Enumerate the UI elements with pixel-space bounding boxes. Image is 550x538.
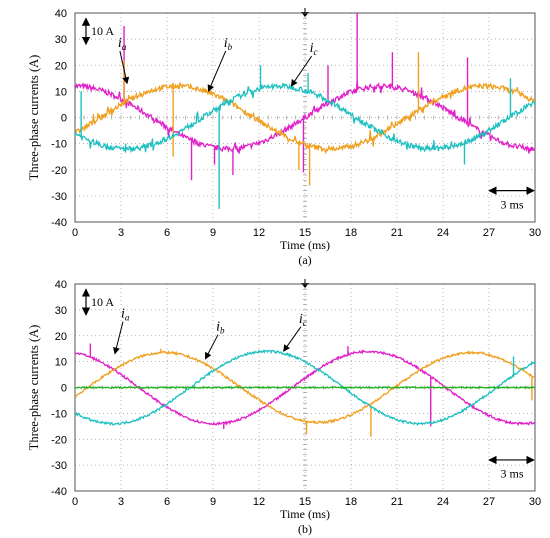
x-tick-label: 27 bbox=[483, 496, 495, 508]
x-tick-label: 30 bbox=[529, 496, 541, 508]
x-axis-label: Time (ms) bbox=[280, 238, 330, 252]
y-tick-label: -40 bbox=[51, 217, 67, 229]
chart-panel-1: 0 3 6 9 12 15 18 21 24 27 30 40 30 20 10 0 -10 -20 -30 -40 T… bbox=[27, 279, 541, 536]
series-line-c bbox=[75, 82, 535, 154]
y-tick-label: -20 bbox=[51, 434, 67, 446]
y-tick-label: -20 bbox=[51, 165, 67, 177]
series-label: ia bbox=[118, 36, 127, 52]
series-label-sub: a bbox=[122, 42, 127, 52]
series-label-arrow bbox=[283, 326, 302, 352]
scale-label-horizontal: 3 ms bbox=[500, 466, 523, 480]
panel-subtitle: (a) bbox=[298, 253, 311, 267]
x-tick-label: 12 bbox=[253, 227, 265, 239]
x-tick-label: 15 bbox=[299, 227, 311, 239]
x-tick-label: 3 bbox=[118, 496, 124, 508]
x-tick-label: 15 bbox=[299, 496, 311, 508]
series-label-sub: c bbox=[303, 318, 307, 328]
chart-panel-0: 0 3 6 9 12 15 18 21 24 27 30 40 30 20 10 0 -10 -20 -30 -40 T… bbox=[27, 8, 541, 267]
y-tick-label: 40 bbox=[55, 8, 67, 20]
series-label-arrow bbox=[290, 55, 313, 87]
series-label: ia bbox=[121, 307, 130, 323]
series-label-arrow bbox=[207, 50, 227, 93]
x-tick-label: 24 bbox=[437, 227, 449, 239]
x-tick-label: 6 bbox=[164, 496, 170, 508]
y-tick-label: -30 bbox=[51, 460, 67, 472]
series-label: ic bbox=[310, 41, 318, 57]
y-tick-label: -10 bbox=[51, 408, 67, 420]
x-tick-label: 30 bbox=[529, 227, 541, 239]
panel-subtitle: (b) bbox=[298, 522, 312, 536]
series-line-a bbox=[75, 349, 535, 427]
y-tick-label: 0 bbox=[61, 383, 67, 395]
x-axis-label: Time (ms) bbox=[280, 507, 330, 521]
x-tick-label: 18 bbox=[345, 496, 357, 508]
y-axis-label: Three-phase currents (A) bbox=[27, 55, 41, 181]
series-line-c bbox=[75, 349, 535, 426]
series-label-arrow bbox=[119, 50, 130, 85]
series-label-sub: a bbox=[125, 313, 130, 323]
x-tick-label: 21 bbox=[391, 496, 403, 508]
series-line-b bbox=[75, 82, 535, 155]
series-label-sub: b bbox=[220, 326, 225, 336]
x-tick-label: 6 bbox=[164, 227, 170, 239]
y-tick-label: -30 bbox=[51, 191, 67, 203]
y-axis-label: Three-phase currents (A) bbox=[27, 325, 41, 451]
plot-frame bbox=[74, 12, 536, 223]
y-tick-label: 10 bbox=[55, 86, 67, 98]
series-line-b bbox=[75, 350, 535, 425]
y-tick-label: 30 bbox=[55, 34, 67, 46]
x-tick-label: 27 bbox=[483, 227, 495, 239]
series-label-arrow bbox=[204, 334, 219, 360]
x-tick-label: 24 bbox=[437, 496, 449, 508]
y-tick-label: 20 bbox=[55, 331, 67, 343]
y-tick-label: 0 bbox=[61, 113, 67, 125]
x-tick-label: 12 bbox=[253, 496, 265, 508]
series-label-arrow bbox=[113, 321, 124, 355]
y-tick-label: 30 bbox=[55, 305, 67, 317]
x-tick-label: 9 bbox=[210, 227, 216, 239]
series-label-sub: b bbox=[228, 42, 233, 52]
y-tick-label: 10 bbox=[55, 357, 67, 369]
y-tick-label: -40 bbox=[51, 486, 67, 498]
y-tick-label: 40 bbox=[55, 279, 67, 291]
x-tick-label: 3 bbox=[118, 227, 124, 239]
x-tick-label: 0 bbox=[72, 227, 78, 239]
scale-label-horizontal: 3 ms bbox=[500, 197, 523, 211]
x-tick-label: 21 bbox=[391, 227, 403, 239]
series-label: ib bbox=[224, 36, 233, 52]
series-label-sub: c bbox=[313, 47, 317, 57]
y-tick-label: 20 bbox=[55, 60, 67, 72]
series-group bbox=[75, 13, 535, 209]
series-line-dc bbox=[75, 385, 535, 390]
x-tick-label: 0 bbox=[72, 496, 78, 508]
scale-label-vertical: 10 A bbox=[91, 295, 114, 309]
x-tick-label: 9 bbox=[210, 496, 216, 508]
y-tick-label: -10 bbox=[51, 139, 67, 151]
scale-label-vertical: 10 A bbox=[91, 24, 114, 38]
series-group bbox=[75, 343, 535, 437]
series-label: ib bbox=[216, 320, 225, 336]
x-tick-label: 18 bbox=[345, 227, 357, 239]
series-line-a bbox=[75, 80, 535, 154]
series-label: ic bbox=[299, 312, 307, 328]
